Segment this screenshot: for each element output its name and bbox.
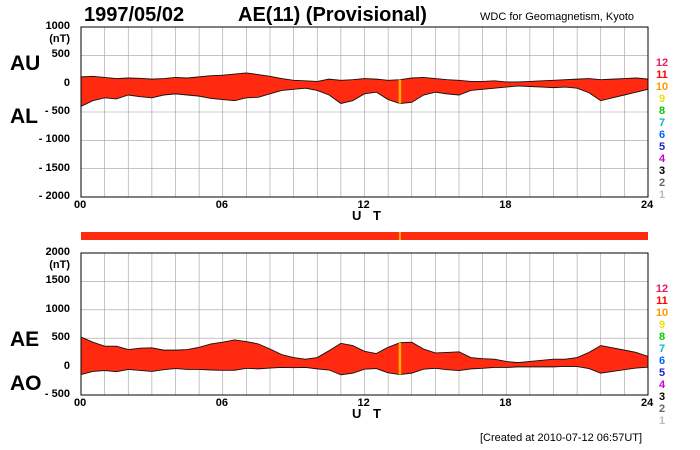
chart-date: 1997/05/02 [84, 4, 185, 26]
legend-item: 1 [658, 415, 666, 427]
series-label-al: AL [10, 105, 38, 128]
plot-frame [80, 252, 649, 396]
x-tick-label: 24 [641, 199, 654, 211]
y-tick-label: 500 [51, 48, 70, 61]
series-line-ao [80, 365, 649, 376]
y-tick-label: 0 [63, 76, 70, 89]
legend-item: 11 [656, 295, 668, 307]
legend-item: 3 [658, 165, 666, 177]
legend-item: 7 [658, 343, 666, 355]
x-tick-label: 18 [499, 199, 512, 211]
x-tick-label: 06 [215, 199, 228, 211]
y-unit-label: (nT) [49, 33, 70, 45]
creation-timestamp: [Created at 2010-07-12 06:57UT] [480, 432, 643, 444]
legend-item: 3 [658, 391, 666, 403]
y-tick-label: 1000 [45, 302, 70, 315]
y-unit-label: (nT) [49, 259, 70, 271]
legend-item: 11 [656, 69, 668, 81]
legend-item: 8 [658, 105, 666, 117]
series-line-au [80, 72, 649, 83]
legend-item: 10 [655, 81, 669, 93]
legend-item: 12 [655, 283, 669, 295]
legend-item: 2 [658, 177, 666, 189]
legend-item: 2 [658, 403, 666, 415]
legend-item: 9 [658, 319, 666, 331]
quality-bar [81, 232, 648, 240]
y-tick-label: - 2000 [38, 190, 70, 202]
series-label-au: AU [10, 52, 41, 75]
legend-item: 6 [658, 355, 666, 367]
y-tick-label: 1500 [45, 274, 70, 287]
y-tick-label: - 500 [44, 105, 70, 117]
index-fill-band [81, 72, 648, 107]
legend-item: 12 [655, 57, 669, 69]
legend-item: 8 [658, 331, 666, 343]
legend-item: 7 [658, 117, 666, 129]
x-tick-label: 12 [357, 397, 370, 409]
y-tick-label: - 1000 [38, 133, 70, 146]
series-line-al [80, 85, 649, 107]
y-tick-label: 500 [51, 331, 70, 344]
index-fill-band [81, 337, 648, 375]
y-tick-label: 2000 [45, 246, 70, 258]
legend-item: 5 [658, 367, 666, 379]
legend-item: 4 [658, 379, 666, 391]
x-tick-label: 12 [357, 199, 370, 211]
legend-item: 5 [658, 141, 666, 153]
data-source: WDC for Geomagnetism, Kyoto [480, 11, 635, 23]
quality-bar-marker [398, 232, 401, 240]
y-tick-label: - 500 [44, 388, 70, 400]
x-tick-label: 00 [74, 397, 87, 409]
series-label-ae: AE [10, 328, 40, 351]
x-tick-label: 06 [215, 397, 228, 409]
legend-item: 4 [658, 153, 666, 165]
x-tick-label: 24 [641, 397, 654, 409]
x-tick-label: 18 [499, 397, 512, 409]
legend-item: 9 [658, 93, 666, 105]
y-tick-label: - 1500 [38, 161, 70, 174]
series-label-ao: AO [10, 372, 42, 395]
x-tick-label: 00 [74, 199, 87, 211]
legend-item: 1 [658, 189, 666, 201]
y-tick-label: 1000 [45, 20, 70, 32]
x-axis-label: U T [352, 208, 385, 223]
plot-frame [80, 26, 649, 198]
y-tick-label: 0 [63, 359, 70, 372]
legend-item: 6 [658, 129, 666, 141]
series-line-ae [80, 336, 649, 364]
chart-title: AE(11) (Provisional) [238, 4, 427, 26]
legend-item: 10 [655, 307, 669, 319]
x-axis-label: U T [352, 406, 385, 421]
